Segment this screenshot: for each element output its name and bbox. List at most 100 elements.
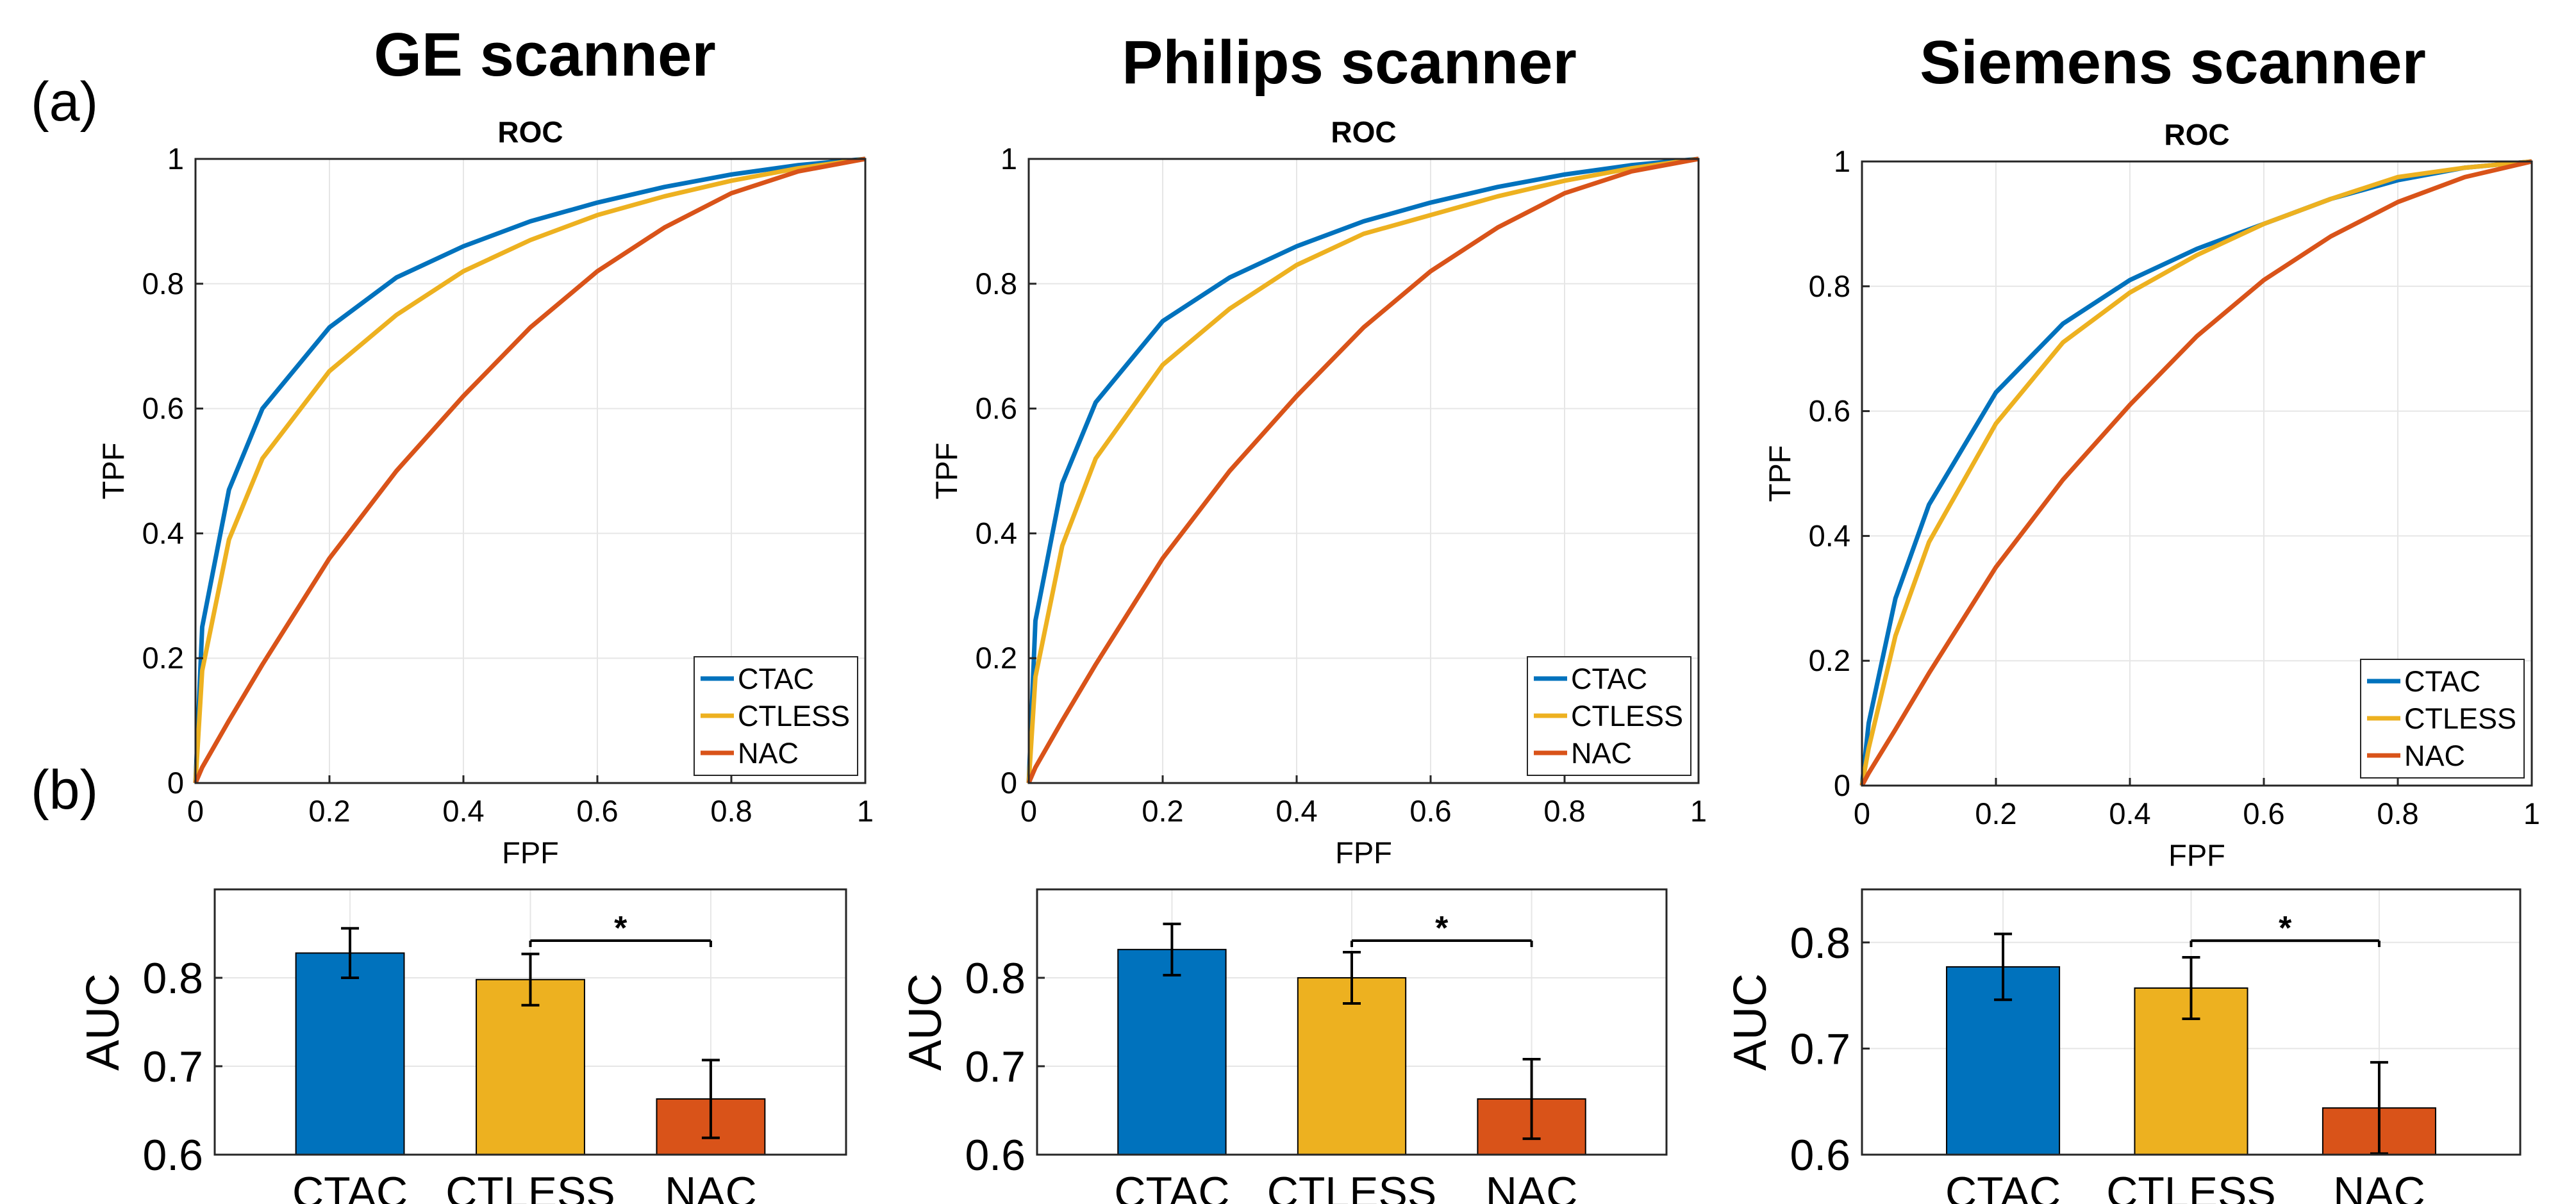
roc-tick-label-y: 0.8 (976, 267, 1017, 301)
panel-label-b: (b) (31, 759, 98, 821)
significance-bracket: * (2190, 910, 2381, 947)
roc-tick-label-y: 0.8 (1809, 269, 1850, 303)
auc-bar-ctac (1117, 948, 1227, 1155)
roc-line-nac (1859, 159, 2532, 787)
auc-tick-label-y: 0.7 (1790, 1025, 1850, 1073)
roc-chart-philips: 0 0.2 0.4 0.6 0.8 1 0 0.2 0.4 0.6 0.8 1 ROC FPF TPF CTA… (929, 115, 1707, 870)
auc-error-bar-ctless (521, 952, 540, 1007)
roc-tick-label-y: 0.2 (142, 641, 184, 675)
auc-tick-label-y: 0.7 (965, 1043, 1026, 1091)
roc-line-ctless (193, 156, 866, 784)
roc-legend-label-ctac: CTAC (1571, 663, 1647, 695)
roc-tick-label-x: 0.4 (2109, 796, 2150, 830)
roc-tick-label-y: 0.2 (1809, 643, 1850, 677)
roc-legend: CTAC CTLESS NAC (1527, 656, 1691, 776)
auc-bar-chart-siemens: CTAC CTLESS NAC * 0.6 0.7 0.8 AUC (1725, 888, 2522, 1204)
roc-legend: CTAC CTLESS NAC (694, 656, 858, 776)
auc-category-label: CTLESS (1267, 1168, 1437, 1204)
roc-chart-siemens: 0 0.2 0.4 0.6 0.8 1 0 0.2 0.4 0.6 0.8 1 ROC FPF TPF CTA… (1763, 118, 2540, 872)
auc-tick-label-y: 0.6 (1790, 1131, 1850, 1180)
roc-tick-label-x: 0 (187, 794, 204, 828)
roc-tick-label-y: 0 (1834, 768, 1850, 802)
bar-axes-box (213, 888, 847, 1156)
roc-title: ROC (1331, 115, 1396, 149)
roc-tick-label-x: 0.6 (1409, 794, 1451, 828)
roc-tick-label-x: 0 (1020, 794, 1037, 828)
significance-bracket: * (1350, 910, 1533, 947)
roc-xlabel: FPF (2168, 838, 2225, 872)
roc-line-ctac (193, 156, 866, 784)
roc-tick-label-y: 0.6 (142, 392, 184, 425)
roc-legend-label-ctless: CTLESS (1571, 700, 1683, 732)
auc-category-label: NAC (1486, 1168, 1578, 1204)
roc-legend-label-ctless: CTLESS (738, 700, 850, 732)
auc-ylabel: AUC (900, 973, 951, 1071)
auc-tick-label-y: 0.8 (965, 954, 1026, 1003)
roc-tick-label-x: 0.8 (710, 794, 752, 828)
roc-tick-label-y: 0.4 (142, 516, 184, 550)
roc-legend-label-ctac: CTAC (2404, 665, 2480, 698)
auc-category-label: CTLESS (2106, 1168, 2276, 1204)
scanner-title-siemens: Siemens scanner (1920, 28, 2426, 97)
roc-line-ctac (1026, 156, 1699, 784)
roc-title: ROC (497, 115, 563, 149)
auc-error-bar-ctac (341, 927, 360, 979)
auc-error-bar-ctless (1343, 950, 1361, 1005)
roc-line-ctac (1859, 159, 2532, 786)
roc-tick-label-x: 0.6 (576, 794, 618, 828)
auc-bar-chart-ge: CTAC CTLESS NAC * 0.6 0.7 0.8 AUC (78, 888, 847, 1204)
roc-legend-label-ctac: CTAC (738, 663, 814, 695)
auc-error-bar-ctless (2182, 955, 2200, 1021)
roc-tick-label-y: 0.8 (142, 267, 184, 301)
auc-bar-ctless (1297, 977, 1407, 1155)
scanner-title-philips: Philips scanner (1122, 28, 1577, 97)
auc-tick-label-y: 0.6 (965, 1131, 1026, 1180)
roc-tick-label-y: 0.6 (1809, 394, 1850, 428)
roc-tick-label-y: 0 (167, 766, 184, 800)
roc-legend-label-ctless: CTLESS (2404, 702, 2516, 735)
roc-tick-label-y: 1 (167, 142, 184, 176)
roc-title: ROC (2164, 118, 2229, 151)
roc-tick-label-y: 0 (1001, 766, 1017, 800)
auc-ylabel: AUC (1725, 973, 1776, 1071)
roc-axes-box (1861, 160, 2533, 787)
auc-error-bar-nac (1522, 1057, 1541, 1141)
roc-tick-label-x: 0.8 (1543, 794, 1585, 828)
roc-tick-label-x: 0.4 (442, 794, 484, 828)
scanner-title-ge: GE scanner (374, 21, 716, 89)
bar-axes-box (1036, 888, 1668, 1156)
panel-label-a: (a) (31, 71, 98, 133)
auc-category-label: CTAC (1945, 1168, 2061, 1204)
significance-star: * (2279, 910, 2292, 947)
roc-xlabel: FPF (502, 836, 559, 870)
roc-line-ctless (1859, 159, 2532, 786)
roc-tick-label-y: 0.4 (1809, 518, 1850, 552)
roc-line-nac (193, 156, 866, 784)
auc-category-label: CTLESS (445, 1168, 615, 1204)
auc-error-bar-ctac (1994, 932, 2013, 1002)
roc-legend-label-nac: NAC (2404, 739, 2465, 772)
roc-tick-label-x: 0 (1854, 796, 1870, 830)
roc-tick-label-x: 0.6 (2243, 796, 2284, 830)
roc-tick-label-x: 0.4 (1276, 794, 1317, 828)
auc-bar-chart-philips: CTAC CTLESS NAC * 0.6 0.7 0.8 AUC (900, 888, 1668, 1204)
significance-star: * (1435, 910, 1449, 947)
roc-tick-label-x: 1 (2523, 796, 2540, 830)
roc-xlabel: FPF (1335, 836, 1392, 870)
auc-tick-label-y: 0.8 (1790, 919, 1850, 968)
roc-line-nac (1026, 156, 1699, 784)
roc-chart-ge: 0 0.2 0.4 0.6 0.8 1 0 0.2 0.4 0.6 0.8 1 ROC FPF TPF CTA… (96, 115, 874, 870)
auc-category-label: CTAC (292, 1168, 408, 1204)
auc-bar-ctless (476, 978, 585, 1155)
roc-tick-label-y: 0.6 (976, 392, 1017, 425)
roc-tick-label-y: 0.4 (976, 516, 1017, 550)
roc-legend: CTAC CTLESS NAC (2360, 659, 2525, 779)
significance-bracket: * (529, 910, 712, 947)
auc-ylabel: AUC (78, 973, 129, 1071)
roc-tick-label-x: 0.2 (308, 794, 350, 828)
roc-tick-label-x: 0.8 (2377, 796, 2418, 830)
roc-axes-box (194, 158, 867, 784)
roc-tick-label-x: 1 (1690, 794, 1707, 828)
auc-category-label: NAC (2333, 1168, 2425, 1204)
